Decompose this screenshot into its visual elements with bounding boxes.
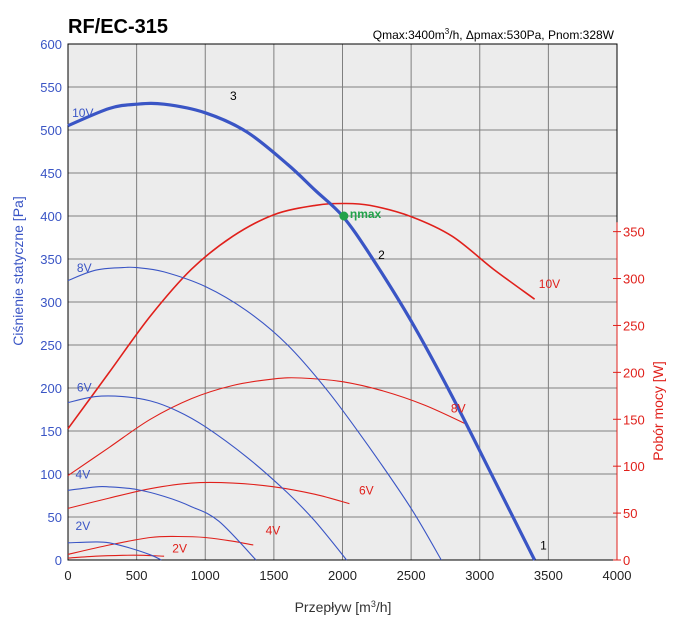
left-axis-ticks: 0 50 100 150 200 250 300 350 400 450 500 550 600 <box>40 37 62 568</box>
left-tick-label: 400 <box>40 209 62 224</box>
x-tick-label: 3500 <box>534 568 563 583</box>
right-tick-label: 0 <box>623 553 630 568</box>
left-tick-label: 150 <box>40 424 62 439</box>
power-curve-8v <box>67 377 467 477</box>
power-curve-label: 6V <box>359 483 374 497</box>
left-tick-label: 450 <box>40 166 62 181</box>
power-curve-label: 2V <box>172 541 187 555</box>
curve-point-label: 2 <box>378 248 385 262</box>
chart-subtitle: Qmax:3400m3/h, Δpmax:530Pa, Pnom:328W <box>373 27 615 42</box>
right-tick-label: 350 <box>623 225 645 240</box>
power-curve-10v <box>67 202 536 430</box>
pressure-curve-label: 2V <box>76 519 91 533</box>
pressure-curve-label: 4V <box>76 467 91 481</box>
x-tick-label: 500 <box>126 568 148 583</box>
right-tick-label: 100 <box>623 459 645 474</box>
left-tick-label: 0 <box>55 553 62 568</box>
x-tick-label: 3000 <box>465 568 494 583</box>
power-curve-6v <box>67 481 350 509</box>
x-tick-label: 2500 <box>397 568 426 583</box>
power-curve-label: 4V <box>266 524 281 538</box>
right-tick-label: 150 <box>623 412 645 427</box>
left-tick-label: 600 <box>40 37 62 52</box>
left-tick-label: 250 <box>40 338 62 353</box>
left-tick-label: 50 <box>48 510 62 525</box>
left-tick-label: 550 <box>40 80 62 95</box>
pressure-curve-8v <box>67 266 442 561</box>
pressure-curve-label: 10V <box>72 106 93 120</box>
pressure-curve-2v <box>67 541 162 561</box>
pressure-curve-6v <box>67 395 348 561</box>
power-curves <box>67 202 536 559</box>
power-curve-label: 8V <box>451 402 466 416</box>
pressure-curve-4v <box>67 485 257 561</box>
curve-point-label: 3 <box>230 89 237 103</box>
x-tick-label: 2000 <box>328 568 357 583</box>
right-tick-label: 300 <box>623 272 645 287</box>
pressure-curves <box>67 101 537 561</box>
left-tick-label: 300 <box>40 295 62 310</box>
pressure-curve-label: 8V <box>77 261 92 275</box>
power-curve-label: 10V <box>539 277 560 291</box>
operating-point-marker <box>339 211 349 221</box>
x-tick-label: 1000 <box>191 568 220 583</box>
left-y-axis-label: Ciśnienie statyczne [Pa] <box>10 196 26 345</box>
curve-labels: 10V 8V 6V 4V 2V 10V 8V 6V 4V 2V 1 2 3 ηmax <box>72 89 560 556</box>
right-tick-label: 200 <box>623 365 645 380</box>
right-tick-label: 250 <box>623 318 645 333</box>
right-axis-ticks: 0 50 100 150 200 250 300 350 <box>613 225 645 568</box>
power-curve-2v <box>67 554 165 559</box>
pressure-curve-10v <box>67 101 537 561</box>
right-tick-label: 50 <box>623 506 637 521</box>
left-tick-label: 350 <box>40 252 62 267</box>
power-curve-4v <box>67 535 254 555</box>
x-axis-label: Przepływ [m3/h] <box>295 599 392 615</box>
operating-point-label: ηmax <box>350 207 382 221</box>
left-tick-label: 200 <box>40 381 62 396</box>
chart-title: RF/EC-315 <box>68 16 168 38</box>
left-tick-label: 100 <box>40 467 62 482</box>
x-tick-label: 4000 <box>603 568 632 583</box>
x-tick-label: 0 <box>64 568 71 583</box>
x-axis-ticks: 0 500 1000 1500 2000 2500 3000 3500 4000 <box>64 568 631 583</box>
x-tick-label: 1500 <box>259 568 288 583</box>
curve-point-label: 1 <box>540 539 547 553</box>
pressure-curve-label: 6V <box>77 380 92 394</box>
right-y-axis-label: Pobór mocy [W] <box>650 361 666 461</box>
left-tick-label: 500 <box>40 123 62 138</box>
